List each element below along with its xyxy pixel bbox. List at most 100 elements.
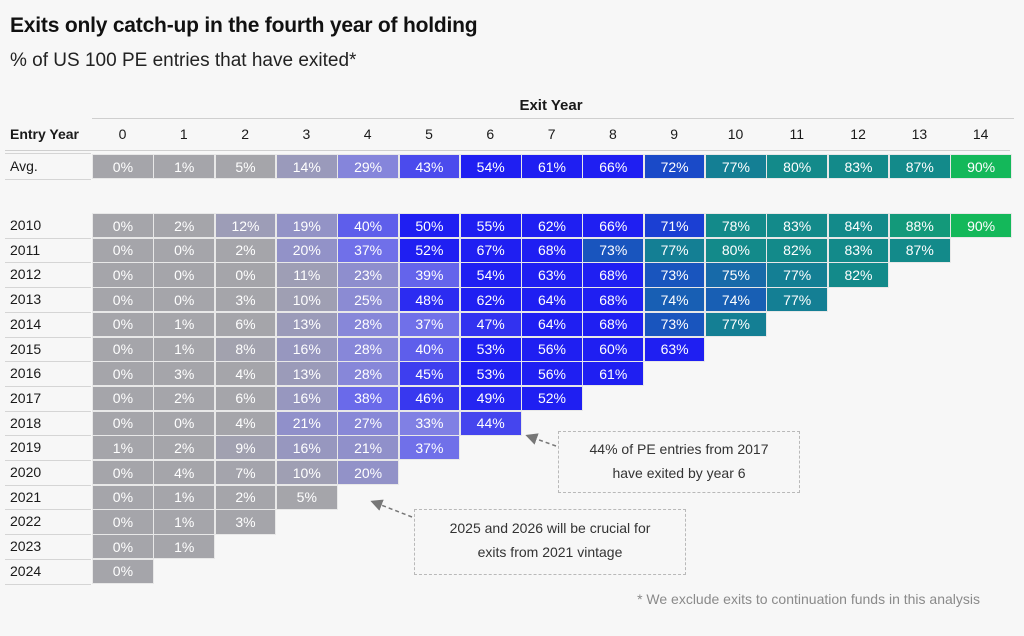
cell-2010-exit-9: 71% xyxy=(643,213,706,239)
cell-avg-exit-2: 5% xyxy=(214,154,277,180)
cell-avg-exit-13: 87% xyxy=(888,154,951,180)
cell-2014-exit-9: 73% xyxy=(643,311,706,337)
cell-2017-exit-0: 0% xyxy=(92,385,154,412)
row-label-avg: Avg. xyxy=(10,158,38,174)
row-label-2024: 2024 xyxy=(10,562,42,579)
cell-avg-exit-10: 77% xyxy=(705,154,767,180)
cell-2018-exit-5: 33% xyxy=(398,410,461,436)
row-divider-2022 xyxy=(5,534,91,536)
cell-2014-exit-6: 47% xyxy=(459,311,522,337)
cell-2021-exit-2: 2% xyxy=(214,484,277,510)
note-2017-callout: 44% of PE entries from 2017 have exited … xyxy=(558,431,800,493)
cell-2011-exit-3: 20% xyxy=(275,237,338,263)
column-header-13: 13 xyxy=(911,126,928,142)
cell-2010-exit-2: 12% xyxy=(214,213,277,239)
avg-separator xyxy=(5,153,91,154)
exit-year-axis-title: Exit Year xyxy=(519,97,583,114)
column-header-9: 9 xyxy=(670,126,679,142)
cell-2022-exit-0: 0% xyxy=(92,509,154,535)
cell-2018-exit-0: 0% xyxy=(92,410,154,436)
cell-2010-exit-11: 83% xyxy=(766,213,829,239)
cell-2016-exit-7: 56% xyxy=(521,361,583,387)
cell-2017-exit-5: 46% xyxy=(398,385,461,412)
cell-2018-exit-1: 0% xyxy=(153,410,216,436)
cell-2017-exit-4: 38% xyxy=(337,385,399,412)
row-label-2015: 2015 xyxy=(10,340,42,357)
column-header-3: 3 xyxy=(302,126,311,142)
cell-2016-exit-5: 45% xyxy=(398,361,461,387)
cell-avg-exit-7: 61% xyxy=(521,154,583,180)
cell-2015-exit-2: 8% xyxy=(214,336,277,362)
footnote: * We exclude exits to continuation funds… xyxy=(637,591,980,607)
row-divider-2016 xyxy=(5,385,91,387)
column-header-1: 1 xyxy=(179,126,188,142)
row-label-2013: 2013 xyxy=(10,291,42,308)
cell-avg-exit-12: 83% xyxy=(827,154,890,180)
cell-2013-exit-8: 68% xyxy=(582,287,645,313)
cell-2011-exit-9: 77% xyxy=(643,237,706,263)
column-header-divider xyxy=(5,150,1010,151)
cell-2013-exit-4: 25% xyxy=(337,287,399,313)
row-divider-2014 xyxy=(5,336,91,338)
row-label-2022: 2022 xyxy=(10,513,42,530)
cell-2015-exit-9: 63% xyxy=(643,336,706,362)
cell-2010-exit-7: 62% xyxy=(521,213,583,239)
row-label-2011: 2011 xyxy=(10,241,41,258)
row-divider-2010 xyxy=(5,237,91,239)
cell-2020-exit-3: 10% xyxy=(275,460,338,486)
cell-2010-exit-0: 0% xyxy=(92,213,154,239)
cell-2013-exit-3: 10% xyxy=(275,287,338,313)
row-label-2014: 2014 xyxy=(10,315,42,332)
cell-2011-exit-5: 52% xyxy=(398,237,461,263)
cell-2012-exit-12: 82% xyxy=(827,262,890,288)
cell-2014-exit-3: 13% xyxy=(275,311,338,337)
chart-subtitle: % of US 100 PE entries that have exited* xyxy=(10,50,357,71)
cell-avg-exit-11: 80% xyxy=(766,154,829,180)
cell-avg-exit-3: 14% xyxy=(275,154,338,180)
cell-2022-exit-2: 3% xyxy=(214,509,277,535)
note-2021-line-1: 2025 and 2026 will be crucial for xyxy=(449,520,651,536)
row-divider-avg xyxy=(5,178,91,180)
cell-2018-exit-4: 27% xyxy=(337,410,399,436)
cell-2015-exit-4: 28% xyxy=(337,336,399,362)
cell-2021-exit-3: 5% xyxy=(275,484,338,510)
row-label-2018: 2018 xyxy=(10,414,42,431)
column-header-7: 7 xyxy=(547,126,556,142)
row-divider-2011 xyxy=(5,262,91,264)
row-label-2023: 2023 xyxy=(10,538,42,555)
cell-2010-exit-5: 50% xyxy=(398,213,461,239)
cell-2011-exit-2: 2% xyxy=(214,237,277,263)
note-2021-line-2: exits from 2021 vintage xyxy=(477,544,623,560)
cell-2011-exit-10: 80% xyxy=(705,237,767,263)
cell-2010-exit-14: 90% xyxy=(950,213,1012,239)
cell-2014-exit-4: 28% xyxy=(337,311,399,337)
cell-2015-exit-6: 53% xyxy=(459,336,522,362)
column-header-6: 6 xyxy=(486,126,495,142)
cell-2019-exit-1: 2% xyxy=(153,435,216,461)
row-divider-2013 xyxy=(5,311,91,313)
cell-2010-exit-3: 19% xyxy=(275,213,338,239)
cell-2010-exit-12: 84% xyxy=(827,213,890,239)
header-divider xyxy=(92,118,1014,119)
cell-2010-exit-13: 88% xyxy=(888,213,951,239)
row-label-2020: 2020 xyxy=(10,464,42,480)
cell-2018-exit-6: 44% xyxy=(459,410,522,436)
cell-2011-exit-13: 87% xyxy=(888,237,951,263)
cell-2020-exit-1: 4% xyxy=(153,460,216,486)
cell-2016-exit-1: 3% xyxy=(153,361,216,387)
cell-2013-exit-11: 77% xyxy=(766,287,829,313)
row-divider-2015 xyxy=(5,361,91,363)
note-2021-callout: 2025 and 2026 will be crucial for exits … xyxy=(414,509,686,575)
cell-2011-exit-11: 82% xyxy=(766,237,829,263)
cell-2014-exit-5: 37% xyxy=(398,311,461,337)
cell-2019-exit-2: 9% xyxy=(214,435,277,461)
cell-2014-exit-7: 64% xyxy=(521,311,583,337)
column-header-4: 4 xyxy=(363,126,372,142)
cell-2017-exit-7: 52% xyxy=(521,385,583,412)
column-header-0: 0 xyxy=(118,126,127,142)
cell-avg-exit-4: 29% xyxy=(337,154,399,180)
cell-2012-exit-11: 77% xyxy=(766,262,829,288)
cell-2019-exit-3: 16% xyxy=(275,435,338,461)
cell-avg-exit-6: 54% xyxy=(459,154,522,180)
column-header-10: 10 xyxy=(727,126,744,142)
